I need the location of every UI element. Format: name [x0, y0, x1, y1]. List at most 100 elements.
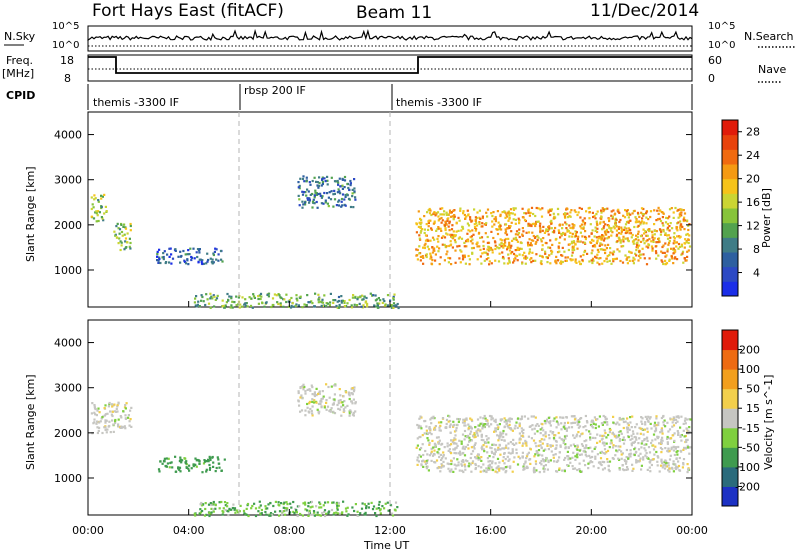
echo-cell-5: [662, 224, 665, 227]
echo-cell-4: [671, 421, 674, 424]
echo-cell-2: [196, 248, 200, 251]
echo-cell-4: [473, 447, 476, 450]
echo-cell-3: [306, 388, 309, 391]
echo-cell-5: [685, 259, 688, 262]
echo-cell-4: [639, 452, 642, 455]
echo-cell-2: [281, 510, 284, 513]
echo-cell-5: [504, 223, 508, 226]
echo-cell-2: [264, 505, 267, 508]
echo-cell-2: [345, 510, 348, 513]
echo-cell-4: [337, 181, 340, 184]
echo-cell-5: [417, 210, 420, 213]
echo-cell-1: [171, 466, 174, 469]
echo-cell-1: [187, 467, 190, 470]
echo-cell-5: [641, 247, 644, 250]
echo-cell-5: [569, 226, 572, 230]
echo-cell-4: [507, 447, 510, 450]
echo-cell-2: [220, 500, 223, 504]
echo-cell-4: [349, 205, 353, 209]
echo-cell-4: [622, 442, 626, 445]
echo-cell-4: [599, 451, 602, 454]
echo-cell-2: [326, 501, 330, 504]
echo-cell-4: [437, 421, 441, 424]
echo-cell-5: [645, 263, 649, 266]
echo-cell-4: [485, 470, 488, 474]
echo-cell-4: [621, 452, 624, 455]
echo-cell-4: [603, 461, 606, 464]
echo-cell-5: [509, 212, 512, 215]
echo-cell-4: [606, 458, 609, 461]
echo-cell-5: [615, 257, 618, 260]
echo-cell-4: [490, 418, 493, 421]
echo-cell-3: [347, 391, 351, 394]
echo-cell-1: [122, 225, 125, 228]
echo-cell-4: [656, 460, 659, 463]
echo-cell-2: [200, 260, 203, 263]
echo-cell-3: [360, 305, 363, 308]
echo-cell-4: [587, 462, 590, 465]
echo-cell-4: [573, 421, 577, 424]
echo-cell-3: [340, 301, 343, 304]
echo-cell-1: [192, 465, 195, 468]
echo-cell-4: [452, 470, 455, 473]
velocity-echoes: [90, 383, 692, 518]
echo-cell-3: [313, 399, 316, 402]
echo-cell-4: [582, 459, 585, 462]
echo-cell-5: [557, 247, 560, 250]
echo-cell-5: [432, 212, 435, 215]
echo-cell-5: [561, 232, 565, 235]
echo-cell-4: [597, 466, 600, 470]
echo-cell-5: [513, 259, 516, 262]
echo-cell-1: [190, 467, 193, 470]
echo-cell-4: [502, 468, 505, 471]
echo-cell-2: [212, 253, 215, 257]
echo-cell-5: [502, 243, 505, 246]
echo-cell-4: [525, 465, 528, 468]
echo-cell-5: [622, 214, 625, 217]
echo-cell-5: [564, 213, 567, 216]
echo-cell-4: [309, 183, 312, 186]
echo-cell-5: [635, 246, 638, 249]
echo-cell-0: [117, 423, 120, 426]
echo-cell-3: [356, 298, 359, 301]
echo-cell-2: [259, 504, 262, 507]
echo-cell-5: [681, 250, 685, 253]
echo-cell-5: [683, 216, 686, 219]
echo-cell-2: [319, 502, 322, 506]
echo-cell-4: [546, 443, 549, 446]
echo-cell-1: [123, 223, 126, 226]
echo-cell-4: [464, 468, 467, 471]
echo-cell-3: [361, 306, 364, 309]
echo-cell-0: [113, 410, 116, 413]
echo-cell-1: [124, 226, 127, 229]
echo-cell-5: [619, 259, 622, 263]
echo-cell-5: [468, 258, 471, 261]
echo-cell-5: [655, 219, 658, 222]
echo-cell-5: [578, 260, 581, 263]
echo-cell-5: [604, 232, 607, 235]
echo-cell-1: [115, 236, 119, 239]
echo-cell-5: [459, 261, 462, 264]
echo-cell-5: [669, 236, 672, 239]
echo-cell-5: [471, 242, 474, 245]
echo-cell-4: [306, 197, 309, 200]
echo-cell-4: [416, 444, 419, 447]
echo-cell-3: [355, 304, 359, 307]
echo-cell-4: [644, 449, 647, 452]
echo-cell-4: [657, 421, 660, 424]
echo-cell-2: [218, 501, 221, 504]
echo-cell-2: [199, 511, 203, 514]
echo-cell-5: [522, 216, 525, 219]
echo-cell-5: [560, 234, 563, 237]
echo-cell-4: [429, 431, 432, 434]
echo-cell-5: [431, 259, 434, 262]
echo-cell-5: [673, 250, 676, 253]
echo-cell-5: [497, 221, 500, 224]
echo-cell-4: [592, 465, 595, 468]
echo-cell-5: [642, 221, 646, 224]
echo-cell-5: [627, 212, 631, 215]
echo-cell-5: [426, 245, 429, 248]
echo-cell-1: [195, 459, 198, 462]
echo-cell-4: [598, 440, 601, 443]
